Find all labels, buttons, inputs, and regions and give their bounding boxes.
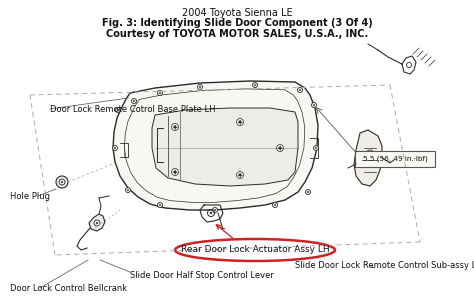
Circle shape	[112, 145, 118, 151]
Text: 2004 Toyota Sienna LE: 2004 Toyota Sienna LE	[182, 8, 292, 18]
Circle shape	[131, 99, 137, 103]
Circle shape	[299, 89, 301, 91]
Circle shape	[114, 147, 116, 149]
Circle shape	[306, 189, 310, 195]
Circle shape	[279, 147, 282, 150]
Circle shape	[157, 91, 163, 95]
Circle shape	[212, 207, 218, 212]
FancyBboxPatch shape	[355, 151, 435, 167]
Text: 5.5 (56, 49 in.·lbf): 5.5 (56, 49 in.·lbf)	[363, 156, 428, 162]
Circle shape	[214, 209, 216, 211]
Polygon shape	[89, 214, 105, 231]
Circle shape	[238, 174, 241, 177]
Circle shape	[313, 104, 315, 106]
Text: Door Lock Remote Cotrol Base Plate LH: Door Lock Remote Cotrol Base Plate LH	[50, 105, 216, 114]
Text: Door Lock Control Bellcrank: Door Lock Control Bellcrank	[10, 284, 127, 293]
Circle shape	[313, 145, 319, 151]
Circle shape	[133, 100, 135, 102]
Circle shape	[117, 109, 119, 111]
Circle shape	[210, 212, 212, 214]
Circle shape	[311, 103, 317, 107]
Circle shape	[199, 86, 201, 88]
Circle shape	[116, 107, 120, 113]
Circle shape	[61, 181, 63, 183]
Text: Rear Door Lock Actuator Assy LH: Rear Door Lock Actuator Assy LH	[181, 245, 329, 255]
Circle shape	[173, 170, 176, 174]
Circle shape	[96, 222, 98, 224]
Circle shape	[254, 84, 256, 86]
Polygon shape	[152, 108, 298, 186]
Circle shape	[274, 204, 276, 206]
Circle shape	[127, 189, 129, 191]
Circle shape	[307, 191, 309, 193]
Circle shape	[159, 92, 161, 94]
Text: Slide Door Half Stop Control Lever: Slide Door Half Stop Control Lever	[130, 271, 274, 280]
Circle shape	[253, 83, 257, 88]
Circle shape	[198, 84, 202, 89]
Text: Hole Plug: Hole Plug	[10, 192, 50, 201]
Circle shape	[126, 188, 130, 192]
Circle shape	[56, 176, 68, 188]
Circle shape	[273, 203, 277, 207]
Circle shape	[157, 203, 163, 207]
Polygon shape	[354, 130, 382, 186]
Circle shape	[238, 121, 241, 124]
Circle shape	[315, 147, 317, 149]
Circle shape	[173, 125, 176, 129]
Text: Slide Door Lock Remote Control Sub-assy LH: Slide Door Lock Remote Control Sub-assy …	[295, 261, 474, 270]
Polygon shape	[113, 81, 318, 210]
Circle shape	[298, 88, 302, 92]
Text: Fig. 3: Identifying Slide Door Component (3 Of 4): Fig. 3: Identifying Slide Door Component…	[101, 18, 373, 28]
Circle shape	[159, 204, 161, 206]
Text: Courtesy of TOYOTA MOTOR SALES, U.S.A., INC.: Courtesy of TOYOTA MOTOR SALES, U.S.A., …	[106, 29, 368, 39]
